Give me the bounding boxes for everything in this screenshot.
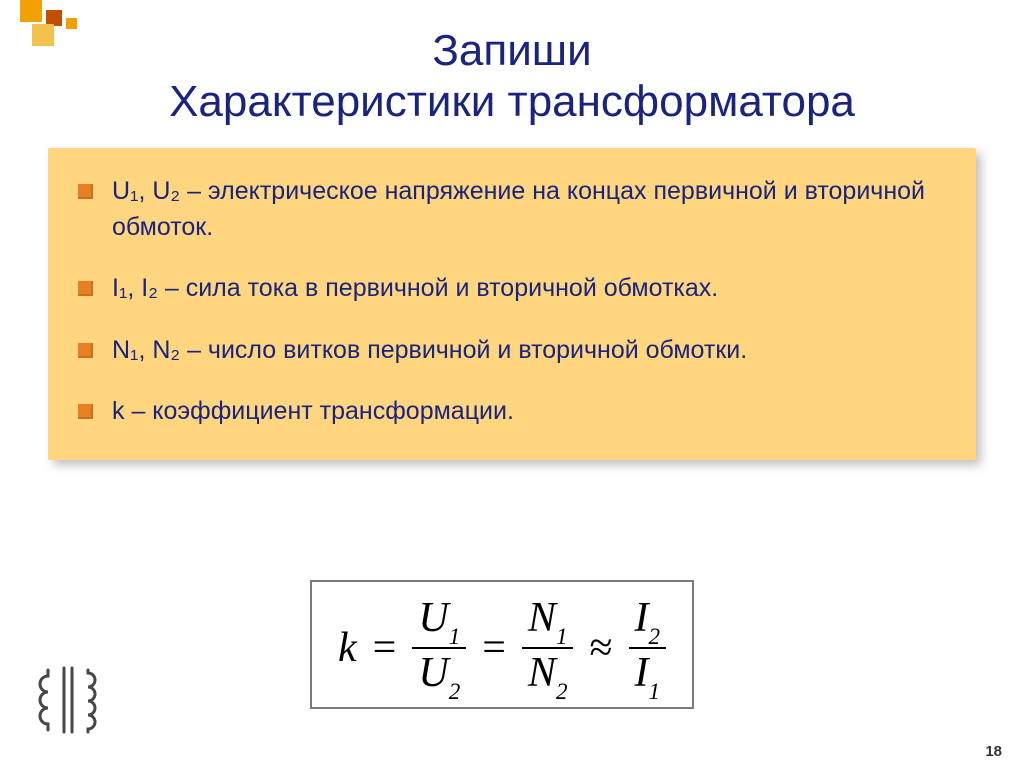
bullet-item: I₁, I₂ – сила тока в первичной и вторичн…	[78, 271, 946, 307]
slide: Запиши Характеристики трансформатора U₁,…	[0, 0, 1024, 768]
bullet-text: I₁, I₂ – сила тока в первичной и вторичн…	[112, 274, 718, 302]
bullet-item: k – коэффициент трансформации.	[78, 394, 946, 430]
approx-sign: ≈	[589, 624, 612, 672]
bullet-text: U₁, U₂ – электрическое напряжение на кон…	[112, 177, 925, 241]
formula-box: k = U1 U2 = N1 N2 ≈ I2 I1	[310, 580, 694, 709]
bullet-list: U₁, U₂ – электрическое напряжение на кон…	[78, 174, 946, 430]
denominator: U2	[412, 651, 466, 700]
formula: k = U1 U2 = N1 N2 ≈ I2 I1	[338, 596, 666, 699]
bullet-item: N₁, N₂ – число витков первичной и вторич…	[78, 333, 946, 369]
numerator: I2	[629, 596, 667, 645]
equals-sign: =	[482, 624, 506, 672]
deco-square	[20, 0, 42, 22]
bullet-item: U₁, U₂ – электрическое напряжение на кон…	[78, 174, 946, 245]
fraction: I2 I1	[629, 596, 667, 699]
content-box: U₁, U₂ – электрическое напряжение на кон…	[48, 148, 976, 460]
fraction: N1 N2	[522, 596, 574, 699]
fraction: U1 U2	[412, 596, 466, 699]
formula-lhs: k	[338, 624, 357, 672]
denominator: N2	[522, 651, 574, 700]
numerator: N1	[522, 596, 574, 645]
slide-title: Запиши Характеристики трансформатора	[0, 26, 1024, 127]
fraction-bar	[629, 647, 667, 649]
transformer-icon	[26, 660, 108, 742]
numerator: U1	[412, 596, 466, 645]
equals-sign: =	[373, 624, 397, 672]
bullet-text: k – коэффициент трансформации.	[112, 397, 514, 425]
title-line-1: Запиши	[432, 26, 591, 75]
denominator: I1	[629, 651, 667, 700]
bullet-text: N₁, N₂ – число витков первичной и вторич…	[112, 336, 747, 364]
title-line-2: Характеристики трансформатора	[169, 77, 855, 126]
page-number: 18	[985, 743, 1002, 760]
